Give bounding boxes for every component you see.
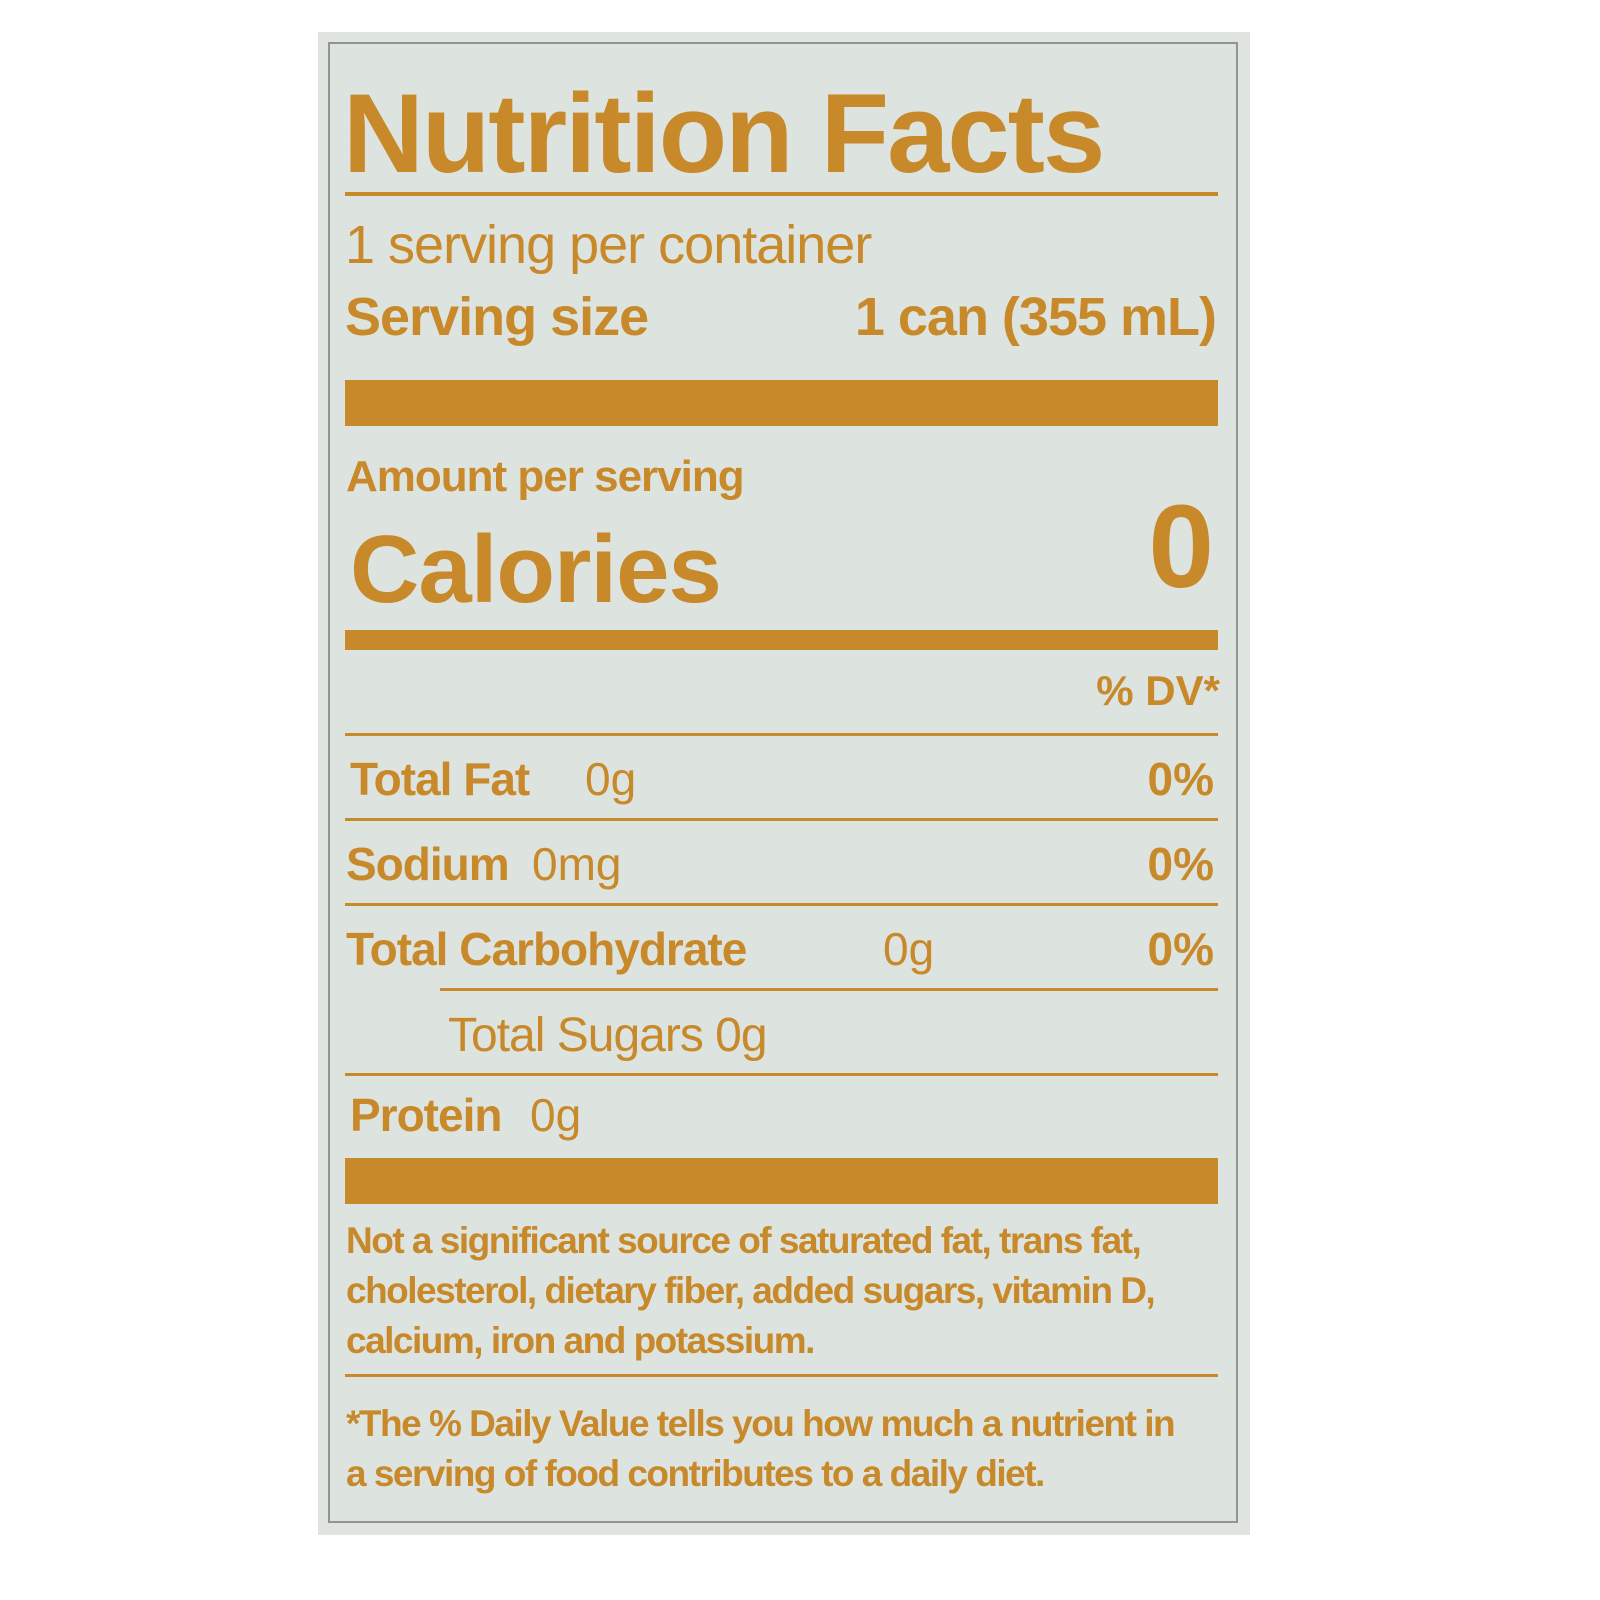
dv-note-line: *The % Daily Value tells you how much a …: [346, 1403, 1176, 1444]
serving-size-label: Serving size: [345, 287, 649, 347]
thick-bar: [345, 1158, 1218, 1204]
dv-note-line: a serving of food contributes to a daily…: [346, 1453, 1045, 1494]
title: Nutrition Facts: [343, 71, 1105, 196]
divider: [345, 903, 1218, 906]
nutrient-amount: 0g: [530, 1089, 582, 1141]
nutrient-dv: 0%: [1147, 753, 1214, 805]
divider: [345, 1073, 1218, 1076]
medium-bar: [345, 630, 1218, 650]
divider: [440, 988, 1218, 991]
nutrient-amount: 0g: [585, 753, 637, 805]
calories-value: 0: [1148, 481, 1214, 613]
label-border: [328, 42, 1238, 1523]
nutrient-name: Total Fat: [350, 753, 530, 805]
nutrient-dv: 0%: [1147, 838, 1214, 890]
nutrient-name: Sodium: [346, 838, 510, 890]
dv-header: % DV*: [1096, 667, 1220, 714]
serving-size-value: 1 can (355 mL): [854, 287, 1217, 347]
thick-bar: [345, 380, 1218, 426]
nutrient-name: Protein: [350, 1089, 502, 1141]
calories-label: Calories: [350, 516, 722, 623]
servings-per-container: 1 serving per container: [345, 215, 872, 275]
nutrient-name: Total Carbohydrate: [346, 923, 747, 975]
nutrient-amount: 0g: [883, 923, 935, 975]
nutrient-dv: 0%: [1147, 923, 1214, 975]
footnote-line: Not a significant source of saturated fa…: [346, 1220, 1142, 1261]
divider: [345, 818, 1218, 821]
divider: [345, 733, 1218, 736]
footnote-line: cholesterol, dietary fiber, added sugars…: [346, 1270, 1156, 1311]
nutrient-name: Total Sugars 0g: [448, 1009, 768, 1062]
divider: [345, 192, 1218, 196]
nutrient-amount: 0mg: [532, 838, 622, 890]
amount-per-serving: Amount per serving: [346, 452, 745, 501]
footnote-line: calcium, iron and potassium.: [346, 1320, 815, 1361]
divider: [345, 1374, 1218, 1377]
